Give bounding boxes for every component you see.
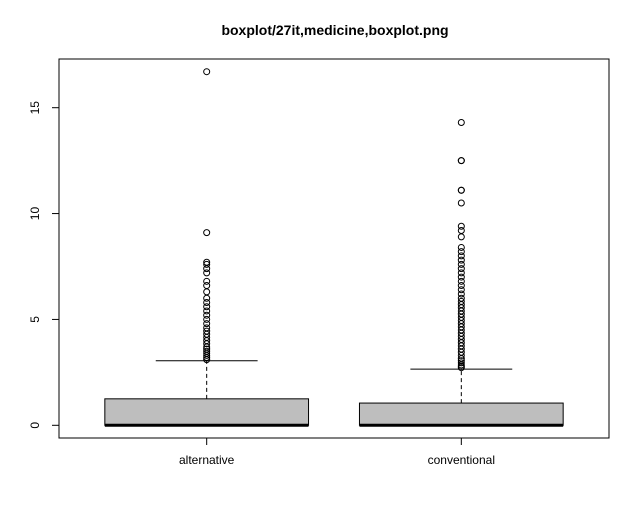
y-tick-label: 15 bbox=[28, 101, 42, 115]
outlier-point bbox=[457, 282, 465, 290]
outlier-point bbox=[457, 248, 465, 256]
outlier-point bbox=[203, 356, 211, 364]
outlier-point bbox=[203, 340, 211, 348]
outlier-point bbox=[457, 273, 465, 281]
outlier-point bbox=[457, 286, 465, 294]
box-iqr bbox=[104, 398, 310, 426]
outlier-point bbox=[203, 303, 211, 311]
outlier-point bbox=[457, 269, 465, 277]
box-iqr bbox=[358, 402, 564, 426]
outlier-point bbox=[203, 315, 211, 323]
outlier-point bbox=[203, 307, 211, 315]
outlier-point bbox=[203, 288, 211, 296]
outlier-point bbox=[203, 298, 211, 306]
outlier-point bbox=[203, 282, 211, 290]
outlier-point bbox=[457, 260, 465, 268]
outlier-point bbox=[457, 227, 465, 235]
box-group-alternative bbox=[104, 68, 310, 427]
outlier-point bbox=[203, 277, 211, 285]
outlier-point bbox=[457, 290, 465, 298]
outlier-point bbox=[457, 233, 465, 241]
outlier-point bbox=[457, 359, 465, 367]
outlier-point bbox=[203, 351, 211, 359]
outlier-point bbox=[457, 277, 465, 285]
outlier-point bbox=[203, 294, 211, 302]
outlier-point bbox=[203, 229, 211, 237]
outlier-point bbox=[457, 119, 465, 127]
outlier-point bbox=[203, 260, 211, 268]
outlier-point bbox=[203, 354, 211, 362]
outlier-point bbox=[203, 68, 211, 76]
outlier-point bbox=[203, 320, 211, 328]
outlier-point bbox=[203, 311, 211, 319]
outlier-point bbox=[457, 351, 465, 359]
outlier-point bbox=[457, 364, 465, 372]
chart-title: boxplot/27it,medicine,boxplot.png bbox=[221, 22, 448, 38]
box-group-conventional bbox=[358, 119, 564, 427]
outlier-point bbox=[457, 256, 465, 264]
outlier-point bbox=[457, 222, 465, 230]
outlier-point bbox=[457, 252, 465, 260]
y-axis: 0 5 10 15 bbox=[28, 101, 60, 429]
x-tick-label-conventional: conventional bbox=[428, 453, 495, 467]
outlier-point bbox=[457, 199, 465, 207]
y-tick-label: 0 bbox=[28, 422, 42, 429]
outlier-point bbox=[457, 265, 465, 273]
outlier-point bbox=[457, 157, 465, 165]
y-tick-label: 10 bbox=[28, 207, 42, 221]
x-axis: alternative conventional bbox=[179, 437, 495, 467]
outlier-point bbox=[457, 186, 465, 194]
y-tick-label: 5 bbox=[28, 316, 42, 323]
boxes-layer bbox=[104, 68, 564, 427]
outlier-point bbox=[203, 269, 211, 277]
plot-frame bbox=[58, 58, 610, 439]
x-tick-label-alternative: alternative bbox=[179, 453, 235, 467]
outlier-point bbox=[203, 265, 211, 273]
outlier-point bbox=[457, 243, 465, 251]
